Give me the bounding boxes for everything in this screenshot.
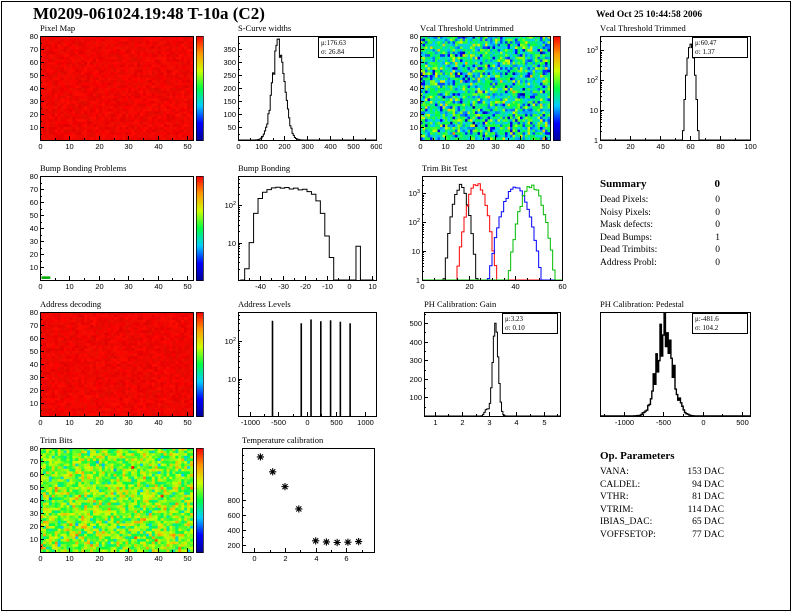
summary-row: Noisy Pixels: 0 bbox=[600, 207, 720, 220]
op-parameters-heading: Op. Parameters bbox=[600, 450, 675, 462]
chart-title: PH Calibration: Pedestal bbox=[600, 299, 685, 309]
op-parameter-value: 153 DAC bbox=[687, 467, 724, 477]
summary-value: 1 bbox=[715, 232, 720, 243]
timestamp: Wed Oct 25 10:44:58 2006 bbox=[596, 10, 703, 20]
stats-box: μ:-481.6 σ: 104.2 bbox=[692, 313, 748, 334]
op-parameter-value: 114 DAC bbox=[687, 504, 724, 515]
op-parameter-label: IBIAS_DAC: bbox=[600, 517, 653, 527]
chart-title: S-Curve widths bbox=[238, 23, 292, 33]
chart-title: Bump Bonding bbox=[238, 163, 291, 173]
chart-canvas bbox=[216, 172, 382, 294]
chart-canvas bbox=[400, 172, 576, 294]
summary-row: Mask defects: 0 bbox=[600, 219, 720, 232]
stats-mean: μ:3.23 bbox=[505, 315, 523, 323]
summary-label: Address Probl: bbox=[600, 257, 657, 268]
chart-title: Address Levels bbox=[238, 299, 291, 309]
chart-bump-bonding: Bump Bonding bbox=[216, 162, 382, 294]
stats-sigma: σ: 104.2 bbox=[695, 323, 719, 332]
chart-title: Trim Bits bbox=[40, 435, 73, 445]
chart-title: Bump Bonding Problems bbox=[40, 163, 127, 173]
summary-heading: Summary bbox=[600, 178, 647, 190]
chart-pixel-map: Pixel Map bbox=[22, 22, 214, 154]
summary-row: Dead Trimbits: 0 bbox=[600, 244, 720, 257]
op-parameter-row: VTHR: 81 DAC bbox=[600, 491, 724, 504]
summary-label: Noisy Pixels: bbox=[600, 207, 651, 218]
op-parameter-label: VTHR: bbox=[600, 492, 629, 502]
op-parameter-value: 65 DAC bbox=[692, 517, 724, 527]
op-parameter-value: 77 DAC bbox=[692, 529, 724, 540]
chart-canvas bbox=[22, 32, 214, 154]
chart-vcal-threshold-untrimmed: Vcal Threshold Untrimmed bbox=[400, 22, 576, 154]
summary-value: 0 bbox=[715, 245, 720, 255]
summary-row: Dead Bumps: 1 bbox=[600, 232, 720, 245]
chart-address-levels: Address Levels bbox=[216, 298, 382, 430]
summary-panel: Summary 0 Dead Pixels: 0 Noisy Pixels: 0 M… bbox=[600, 178, 720, 269]
stats-mean: μ:176.63 bbox=[321, 39, 346, 47]
chart-title: PH Calibration: Gain bbox=[424, 299, 497, 309]
chart-vcal-threshold-trimmed: Vcal Threshold Trimmed μ:60.47 σ: 1.37 bbox=[574, 22, 760, 154]
stats-box: μ:60.47 σ: 1.37 bbox=[692, 37, 748, 58]
chart-temperature-calibration: Temperature calibration bbox=[216, 434, 382, 566]
summary-label: Dead Trimbits: bbox=[600, 245, 658, 255]
chart-canvas bbox=[22, 444, 214, 566]
chart-title: Vcal Threshold Trimmed bbox=[600, 23, 686, 33]
chart-title: Address decoding bbox=[40, 299, 102, 309]
chart-canvas bbox=[22, 172, 214, 294]
op-parameter-label: VTRIM: bbox=[600, 504, 634, 515]
op-parameter-row: VOFFSETOP: 77 DAC bbox=[600, 529, 724, 542]
chart-ph-calibration-pedestal: PH Calibration: Pedestal μ:-481.6 σ: 104… bbox=[574, 298, 760, 430]
stats-mean: μ:60.47 bbox=[695, 39, 717, 47]
stats-sigma: σ: 26.84 bbox=[321, 47, 345, 56]
chart-canvas bbox=[216, 308, 382, 430]
chart-title: Temperature calibration bbox=[242, 435, 324, 445]
summary-value: 0 bbox=[715, 257, 720, 268]
stats-box: μ:3.23 σ: 0.10 bbox=[502, 313, 558, 334]
chart-canvas bbox=[22, 308, 214, 430]
stats-mean: μ:-481.6 bbox=[695, 315, 719, 323]
summary-row: Address Probl: 0 bbox=[600, 257, 720, 270]
op-parameter-label: CALDEL: bbox=[600, 479, 641, 490]
chart-canvas bbox=[216, 444, 382, 566]
summary-label: Dead Bumps: bbox=[600, 232, 652, 243]
summary-value: 0 bbox=[715, 207, 720, 218]
chart-canvas bbox=[400, 32, 576, 154]
op-parameters-panel: Op. Parameters VANA: 153 DAC CALDEL: 94 DA… bbox=[600, 450, 724, 541]
chart-address-decoding: Address decoding bbox=[22, 298, 214, 430]
chart-title: Trim Bit Test bbox=[422, 163, 468, 173]
summary-value: 0 bbox=[715, 195, 720, 205]
op-parameter-value: 94 DAC bbox=[692, 479, 724, 490]
op-parameter-row: CALDEL: 94 DAC bbox=[600, 479, 724, 492]
summary-value: 0 bbox=[715, 220, 720, 230]
stats-sigma: σ: 1.37 bbox=[695, 47, 715, 56]
chart-title: Vcal Threshold Untrimmed bbox=[420, 23, 514, 33]
op-parameter-row: IBIAS_DAC: 65 DAC bbox=[600, 516, 724, 529]
stats-sigma: σ: 0.10 bbox=[505, 323, 525, 332]
op-parameter-value: 81 DAC bbox=[692, 492, 724, 502]
summary-label: Mask defects: bbox=[600, 220, 654, 230]
chart-ph-calibration-gain: PH Calibration: Gain μ:3.23 σ: 0.10 bbox=[400, 298, 576, 430]
summary-row: Dead Pixels: 0 bbox=[600, 194, 720, 207]
stats-box: μ:176.63 σ: 26.84 bbox=[318, 37, 374, 58]
op-parameter-row: VTRIM: 114 DAC bbox=[600, 504, 724, 517]
op-parameter-row: VANA: 153 DAC bbox=[600, 466, 724, 479]
page-title: M0209-061024.19:48 T-10a (C2) bbox=[33, 4, 265, 23]
chart-trim-bits: Trim Bits bbox=[22, 434, 214, 566]
summary-heading-value: 0 bbox=[714, 178, 721, 190]
chart-title: Pixel Map bbox=[40, 23, 76, 33]
chart-s-curve-widths: S-Curve widths μ:176.63 σ: 26.84 bbox=[216, 22, 382, 154]
summary-label: Dead Pixels: bbox=[600, 195, 649, 205]
chart-trim-bit-test: Trim Bit Test bbox=[400, 162, 576, 294]
op-parameter-label: VOFFSETOP: bbox=[600, 529, 656, 540]
chart-bump-bonding-problems: Bump Bonding Problems bbox=[22, 162, 214, 294]
op-parameter-label: VANA: bbox=[600, 467, 629, 477]
